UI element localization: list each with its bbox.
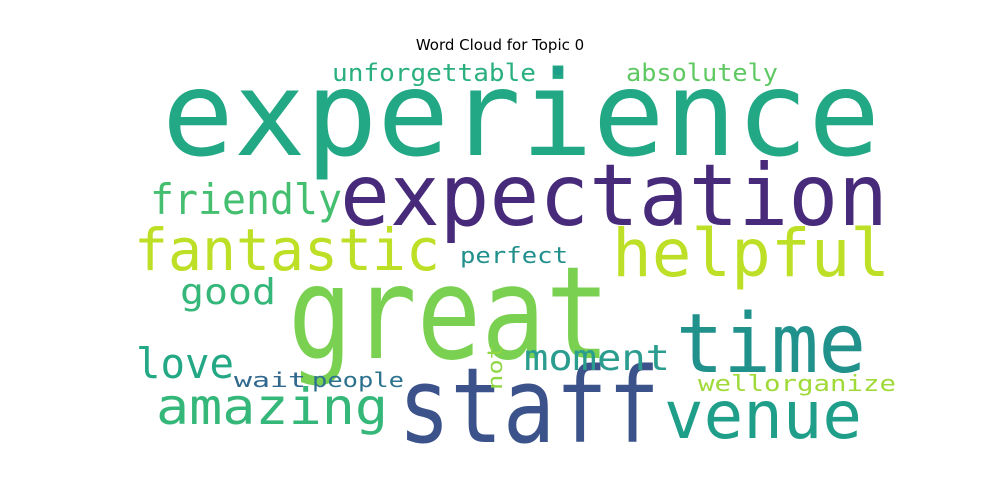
word-great: great [288, 240, 610, 389]
word-wellorganize: wellorganize [698, 372, 896, 397]
word-perfect: perfect [460, 244, 568, 269]
word-wait: wait [234, 368, 306, 392]
word-staff: staff [398, 345, 660, 467]
word-helpful: helpful [612, 215, 890, 292]
word-expectation: expectation [340, 146, 888, 246]
word-people: people [312, 368, 404, 392]
word-time: time [676, 297, 866, 392]
word-moment: moment [524, 338, 670, 379]
word-experience: experience [162, 45, 880, 183]
word-fantastic: fantastic [134, 216, 440, 284]
chart-title: Word Cloud for Topic 0 [415, 36, 585, 54]
word-absolutely: absolutely [626, 59, 778, 87]
word-love: love [136, 339, 234, 388]
word-dot: • [548, 55, 568, 90]
word-not: not [483, 344, 507, 390]
word-good: good [180, 272, 276, 313]
word-amazing: amazing [156, 378, 388, 436]
word-unforgettable: unforgettable [332, 59, 536, 87]
word-friendly: friendly [150, 175, 342, 224]
word-venue: venue [664, 377, 862, 454]
